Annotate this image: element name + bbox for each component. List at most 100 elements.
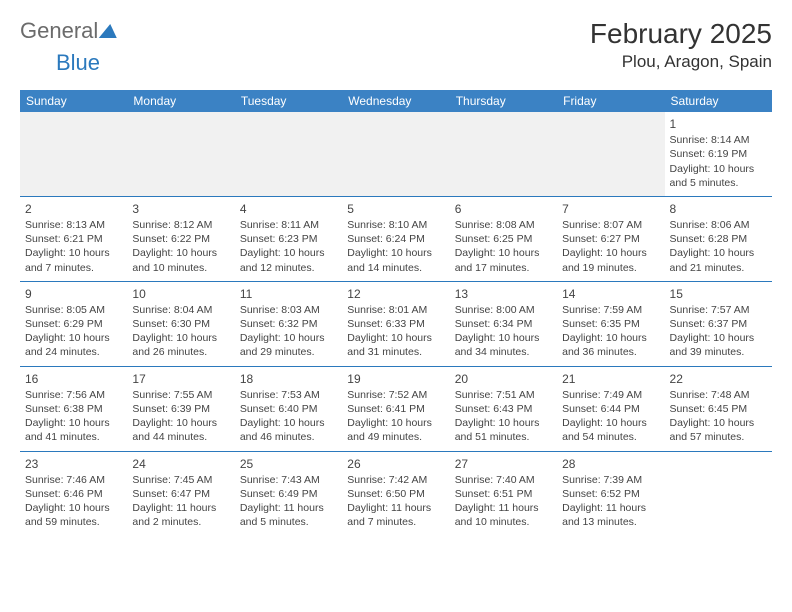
weekday-header-row: SundayMondayTuesdayWednesdayThursdayFrid… [20,90,772,112]
sunset-line: Sunset: 6:52 PM [562,487,659,501]
calendar-week-row: 9Sunrise: 8:05 AMSunset: 6:29 PMDaylight… [20,281,772,366]
sunset-line: Sunset: 6:47 PM [132,487,229,501]
sunset-line: Sunset: 6:46 PM [25,487,122,501]
day-number: 17 [132,371,229,387]
sunrise-line: Sunrise: 7:49 AM [562,388,659,402]
day-number: 4 [240,201,337,217]
day-number: 11 [240,286,337,302]
day-number: 12 [347,286,444,302]
sunset-line: Sunset: 6:33 PM [347,317,444,331]
day-number: 8 [670,201,767,217]
sunrise-line: Sunrise: 7:59 AM [562,303,659,317]
daylight-line: Daylight: 10 hours and 36 minutes. [562,331,659,359]
calendar-day-cell: 18Sunrise: 7:53 AMSunset: 6:40 PMDayligh… [235,366,342,451]
sunrise-line: Sunrise: 8:00 AM [455,303,552,317]
sunset-line: Sunset: 6:39 PM [132,402,229,416]
sunrise-line: Sunrise: 8:05 AM [25,303,122,317]
day-number: 19 [347,371,444,387]
day-number: 15 [670,286,767,302]
sunrise-line: Sunrise: 7:45 AM [132,473,229,487]
daylight-line: Daylight: 10 hours and 49 minutes. [347,416,444,444]
daylight-line: Daylight: 11 hours and 10 minutes. [455,501,552,529]
day-number: 26 [347,456,444,472]
sunset-line: Sunset: 6:51 PM [455,487,552,501]
day-number: 18 [240,371,337,387]
sunset-line: Sunset: 6:29 PM [25,317,122,331]
calendar-day-cell: 28Sunrise: 7:39 AMSunset: 6:52 PMDayligh… [557,451,664,535]
sunrise-line: Sunrise: 8:11 AM [240,218,337,232]
calendar-week-row: 16Sunrise: 7:56 AMSunset: 6:38 PMDayligh… [20,366,772,451]
calendar-day-cell: 1Sunrise: 8:14 AMSunset: 6:19 PMDaylight… [665,112,772,196]
daylight-line: Daylight: 11 hours and 7 minutes. [347,501,444,529]
logo-text-blue: Blue [56,50,100,75]
sunrise-line: Sunrise: 8:04 AM [132,303,229,317]
day-number: 14 [562,286,659,302]
sunset-line: Sunset: 6:41 PM [347,402,444,416]
calendar-week-row: 2Sunrise: 8:13 AMSunset: 6:21 PMDaylight… [20,196,772,281]
weekday-header: Wednesday [342,90,449,112]
sunset-line: Sunset: 6:32 PM [240,317,337,331]
daylight-line: Daylight: 10 hours and 31 minutes. [347,331,444,359]
daylight-line: Daylight: 10 hours and 39 minutes. [670,331,767,359]
calendar-day-cell: 8Sunrise: 8:06 AMSunset: 6:28 PMDaylight… [665,196,772,281]
weekday-header: Monday [127,90,234,112]
calendar-day-cell: 15Sunrise: 7:57 AMSunset: 6:37 PMDayligh… [665,281,772,366]
triangle-icon [99,24,119,38]
calendar-day-cell: 6Sunrise: 8:08 AMSunset: 6:25 PMDaylight… [450,196,557,281]
sunrise-line: Sunrise: 8:01 AM [347,303,444,317]
sunrise-line: Sunrise: 8:07 AM [562,218,659,232]
daylight-line: Daylight: 10 hours and 29 minutes. [240,331,337,359]
sunset-line: Sunset: 6:44 PM [562,402,659,416]
sunrise-line: Sunrise: 7:52 AM [347,388,444,402]
calendar-day-cell: 9Sunrise: 8:05 AMSunset: 6:29 PMDaylight… [20,281,127,366]
sunrise-line: Sunrise: 8:08 AM [455,218,552,232]
daylight-line: Daylight: 10 hours and 34 minutes. [455,331,552,359]
daylight-line: Daylight: 10 hours and 10 minutes. [132,246,229,274]
daylight-line: Daylight: 10 hours and 44 minutes. [132,416,229,444]
sunset-line: Sunset: 6:24 PM [347,232,444,246]
sunrise-line: Sunrise: 7:48 AM [670,388,767,402]
calendar-day-cell: 20Sunrise: 7:51 AMSunset: 6:43 PMDayligh… [450,366,557,451]
calendar-day-cell [450,112,557,196]
daylight-line: Daylight: 10 hours and 12 minutes. [240,246,337,274]
daylight-line: Daylight: 10 hours and 46 minutes. [240,416,337,444]
sunset-line: Sunset: 6:19 PM [670,147,767,161]
calendar-day-cell: 24Sunrise: 7:45 AMSunset: 6:47 PMDayligh… [127,451,234,535]
sunrise-line: Sunrise: 7:42 AM [347,473,444,487]
weekday-header: Thursday [450,90,557,112]
title-block: February 2025 Plou, Aragon, Spain [590,18,772,72]
sunrise-line: Sunrise: 8:10 AM [347,218,444,232]
logo: General [20,18,118,44]
sunrise-line: Sunrise: 7:40 AM [455,473,552,487]
calendar-day-cell: 2Sunrise: 8:13 AMSunset: 6:21 PMDaylight… [20,196,127,281]
calendar-day-cell: 27Sunrise: 7:40 AMSunset: 6:51 PMDayligh… [450,451,557,535]
weekday-header: Sunday [20,90,127,112]
daylight-line: Daylight: 10 hours and 24 minutes. [25,331,122,359]
sunrise-line: Sunrise: 7:53 AM [240,388,337,402]
sunset-line: Sunset: 6:35 PM [562,317,659,331]
calendar-day-cell [235,112,342,196]
sunrise-line: Sunrise: 7:57 AM [670,303,767,317]
sunset-line: Sunset: 6:50 PM [347,487,444,501]
weekday-header: Saturday [665,90,772,112]
sunrise-line: Sunrise: 8:06 AM [670,218,767,232]
sunset-line: Sunset: 6:28 PM [670,232,767,246]
calendar-week-row: 1Sunrise: 8:14 AMSunset: 6:19 PMDaylight… [20,112,772,196]
day-number: 16 [25,371,122,387]
daylight-line: Daylight: 10 hours and 51 minutes. [455,416,552,444]
daylight-line: Daylight: 10 hours and 54 minutes. [562,416,659,444]
sunrise-line: Sunrise: 7:55 AM [132,388,229,402]
sunrise-line: Sunrise: 7:43 AM [240,473,337,487]
daylight-line: Daylight: 11 hours and 2 minutes. [132,501,229,529]
calendar-day-cell: 14Sunrise: 7:59 AMSunset: 6:35 PMDayligh… [557,281,664,366]
calendar-day-cell: 13Sunrise: 8:00 AMSunset: 6:34 PMDayligh… [450,281,557,366]
calendar-day-cell [342,112,449,196]
sunrise-line: Sunrise: 8:14 AM [670,133,767,147]
sunset-line: Sunset: 6:22 PM [132,232,229,246]
sunset-line: Sunset: 6:34 PM [455,317,552,331]
sunset-line: Sunset: 6:49 PM [240,487,337,501]
day-number: 3 [132,201,229,217]
day-number: 28 [562,456,659,472]
sunset-line: Sunset: 6:45 PM [670,402,767,416]
calendar-day-cell: 22Sunrise: 7:48 AMSunset: 6:45 PMDayligh… [665,366,772,451]
